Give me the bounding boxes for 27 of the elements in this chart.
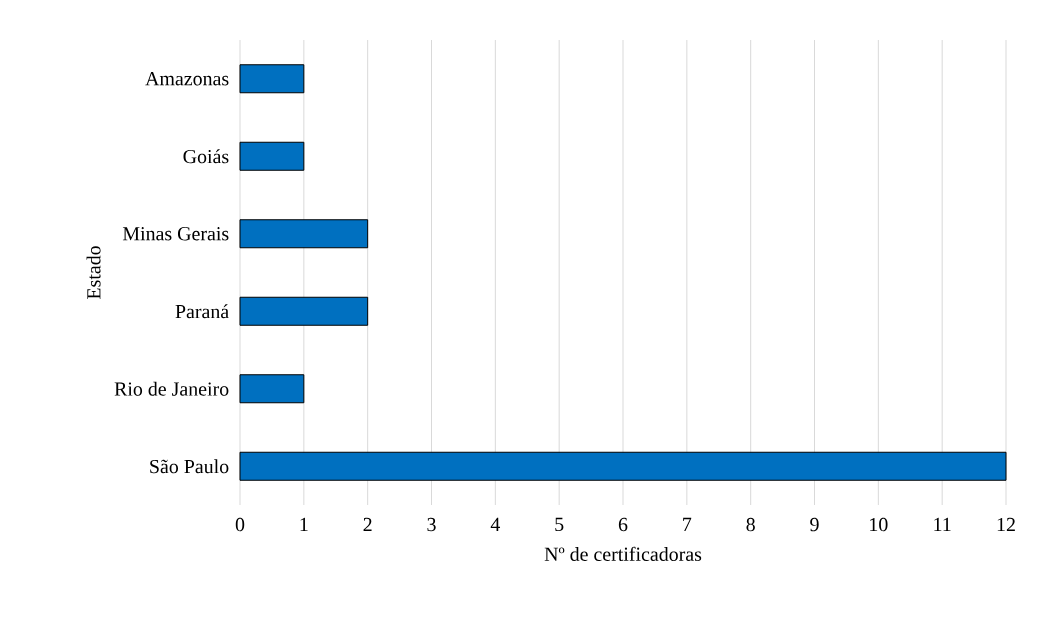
- x-tick-label: 3: [427, 517, 436, 532]
- y-tick-label: Rio de Janeiro: [114, 381, 229, 396]
- bar: [239, 451, 1007, 481]
- y-tick-label: Minas Gerais: [122, 227, 229, 241]
- x-tick-label: 12: [997, 517, 1015, 532]
- bar: [239, 141, 305, 171]
- y-tick-label: São Paulo: [150, 459, 229, 474]
- y-axis-title: Estado: [86, 246, 101, 300]
- x-tick-label: 10: [870, 517, 888, 532]
- bar: [239, 64, 305, 94]
- x-tick-label: 6: [618, 517, 628, 532]
- bar: [239, 296, 369, 326]
- y-tick-label: Goiás: [183, 149, 229, 164]
- x-tick-label: 11: [934, 517, 951, 531]
- y-tick-label: Amazonas: [145, 72, 229, 86]
- x-tick-label: 4: [490, 517, 501, 531]
- x-tick-label: 7: [683, 517, 692, 531]
- x-tick-label: 5: [555, 517, 564, 532]
- bar: [239, 219, 369, 249]
- y-tick-label: Paraná: [175, 304, 229, 319]
- x-tick-label: 8: [746, 517, 755, 532]
- x-tick-label: 9: [810, 517, 819, 532]
- x-tick-label: 0: [235, 517, 245, 532]
- bar: [239, 374, 305, 404]
- x-tick-label: 1: [300, 517, 308, 531]
- x-axis-title: Nº de certificadoras: [544, 546, 702, 561]
- x-tick-label: 2: [363, 517, 372, 532]
